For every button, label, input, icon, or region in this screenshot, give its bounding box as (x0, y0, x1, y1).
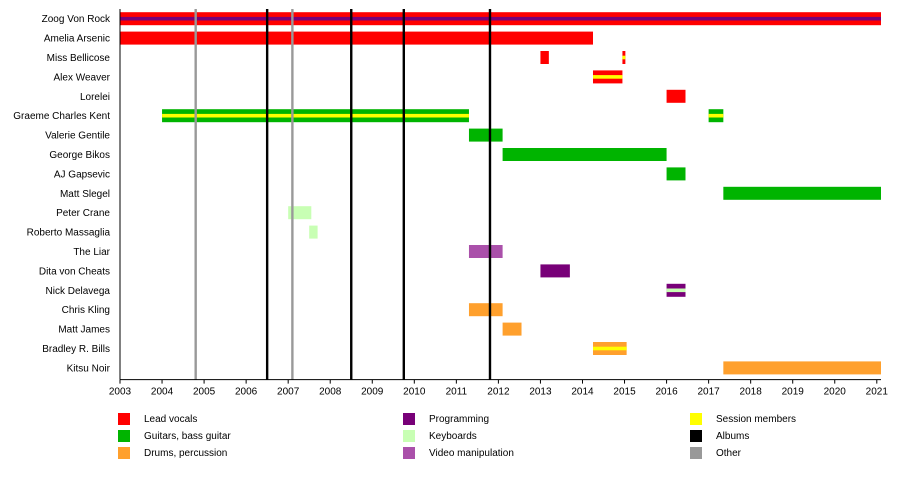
member-label: Alex Weaver (53, 72, 110, 83)
member-row: Graeme Charles Kent (13, 109, 724, 123)
member-label: Kitsu Noir (67, 363, 111, 374)
x-tick-label: 2011 (446, 387, 468, 398)
membership-bar-stripe (622, 55, 626, 60)
x-tick-label: 2008 (319, 387, 342, 398)
x-tick-label: 2012 (487, 387, 510, 398)
membership-bar-stripe (592, 75, 623, 79)
member-row: Roberto Massaglia (27, 225, 318, 239)
membership-bar (309, 225, 318, 239)
member-row: Valerie Gentile (45, 128, 503, 142)
member-row: The Liar (73, 245, 503, 258)
member-row: Bradley R. Bills (42, 342, 627, 355)
x-tick-label: 2010 (403, 387, 426, 398)
member-label: Nick Delavega (46, 286, 111, 297)
member-label: AJ Gapsevic (54, 169, 110, 180)
member-label: Chris Kling (62, 305, 110, 316)
membership-bar-stripe (162, 113, 469, 118)
member-label: Matt Slegel (60, 189, 110, 200)
member-label: Zoog Von Rock (42, 14, 111, 25)
member-label: Roberto Massaglia (27, 228, 111, 239)
x-tick-label: 2004 (151, 387, 174, 398)
member-row: Zoog Von Rock (42, 12, 881, 26)
membership-bar (723, 361, 881, 375)
membership-bar (468, 128, 503, 142)
member-row: Kitsu Noir (67, 361, 881, 375)
member-label: George Bikos (49, 150, 110, 161)
x-tick-label: 2015 (613, 387, 636, 398)
x-tick-label: 2003 (109, 387, 132, 398)
membership-bar (502, 322, 522, 336)
member-row: Nick Delavega (46, 283, 686, 297)
member-label: Bradley R. Bills (42, 344, 110, 355)
x-tick-label: 2009 (361, 387, 384, 398)
membership-bar (723, 186, 881, 200)
membership-bar-stripe (666, 288, 686, 293)
membership-bar (468, 245, 503, 258)
x-tick-label: 2016 (655, 387, 678, 398)
member-label: Valerie Gentile (45, 131, 110, 142)
member-row: Peter Crane (56, 206, 312, 220)
membership-bar (540, 51, 549, 64)
member-label: Lorelei (80, 92, 110, 103)
member-label: Dita von Cheats (39, 266, 110, 277)
membership-bar (468, 303, 503, 317)
member-label: Graeme Charles Kent (13, 111, 110, 122)
membership-bar (666, 167, 686, 181)
member-label: Amelia Arsenic (44, 34, 110, 45)
membership-bar (502, 148, 667, 161)
x-tick-label: 2014 (571, 387, 594, 398)
x-tick-label: 2021 (866, 387, 889, 398)
membership-bar-stripe (120, 16, 881, 21)
membership-bar-stripe (708, 113, 724, 118)
x-tick-label: 2020 (824, 387, 847, 398)
x-tick-label: 2019 (782, 387, 805, 398)
member-label: Miss Bellicose (47, 53, 111, 64)
member-row: Dita von Cheats (39, 264, 570, 278)
member-label: Matt James (58, 325, 110, 336)
membership-bar (288, 206, 312, 220)
x-tick-label: 2017 (697, 387, 720, 398)
member-row: Miss Bellicose (47, 51, 626, 64)
x-tick-label: 2005 (193, 387, 216, 398)
member-row: Amelia Arsenic (44, 31, 593, 45)
member-row: Lorelei (80, 89, 686, 103)
member-row: George Bikos (49, 148, 667, 161)
membership-bar-stripe (592, 346, 627, 351)
member-row: Chris Kling (62, 303, 503, 317)
x-tick-label: 2018 (740, 387, 763, 398)
member-row: Matt James (58, 322, 522, 336)
x-tick-label: 2013 (529, 387, 552, 398)
x-tick-label: 2006 (235, 387, 258, 398)
member-row: Matt Slegel (60, 186, 881, 200)
membership-bar (540, 264, 570, 278)
member-label: The Liar (73, 247, 110, 258)
membership-bar (666, 89, 686, 103)
x-tick-label: 2007 (277, 387, 300, 398)
member-row: AJ Gapsevic (54, 167, 686, 181)
membership-bar (120, 31, 593, 45)
member-row: Alex Weaver (53, 70, 623, 84)
member-label: Peter Crane (56, 208, 110, 219)
